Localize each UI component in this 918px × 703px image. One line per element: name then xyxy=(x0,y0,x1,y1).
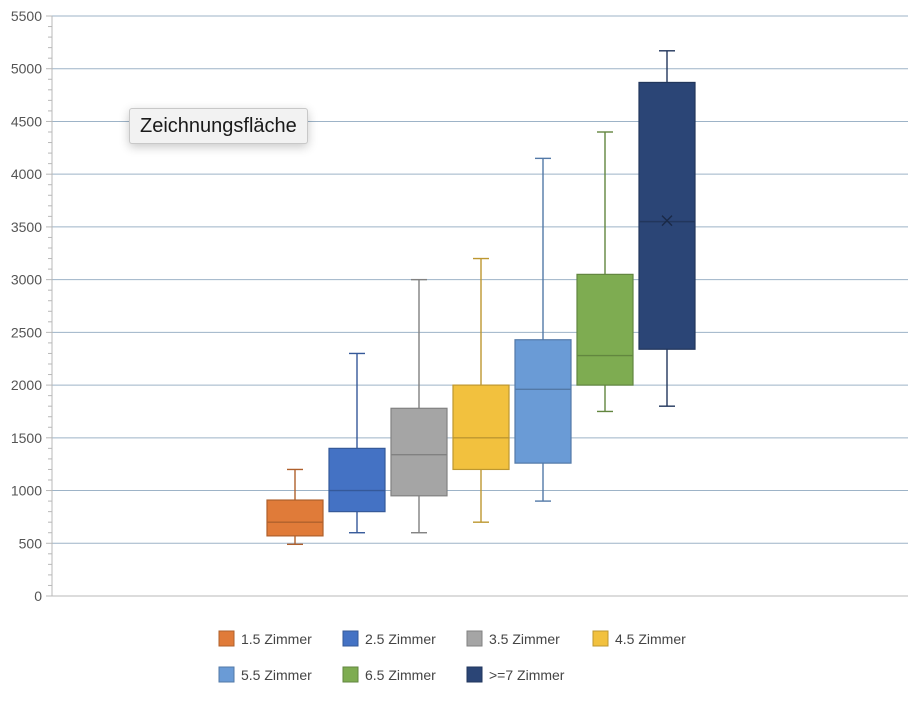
y-tick-label: 5500 xyxy=(11,8,42,24)
legend-swatch xyxy=(592,630,609,647)
box-iqr xyxy=(390,407,448,497)
y-axis: 0 500 1000 1500 2000 2500 3000 3500 4000 4500 5000… xyxy=(11,8,53,604)
y-tick-label: 0 xyxy=(34,588,42,604)
legend-label: >=7 Zimmer xyxy=(489,667,565,683)
legend-label: 1.5 Zimmer xyxy=(241,631,312,647)
box-iqr xyxy=(266,499,324,537)
y-tick-label: 2500 xyxy=(11,324,42,340)
box-3 xyxy=(390,278,448,534)
legend-label: 2.5 Zimmer xyxy=(365,631,436,647)
y-tick-label: 3500 xyxy=(11,219,42,235)
box-iqr xyxy=(576,273,634,386)
y-tick-label: 1500 xyxy=(11,430,42,446)
legend-swatch xyxy=(342,666,359,683)
legend: 1.5 Zimmer 2.5 Zimmer 3.5 Zimmer 4.5 Zimmer… xyxy=(218,630,686,683)
legend-item-2: 2.5 Zimmer xyxy=(342,630,436,647)
y-tick-label: 4500 xyxy=(11,113,42,129)
box-2 xyxy=(328,352,386,534)
legend-item-5: 5.5 Zimmer xyxy=(218,666,312,683)
box-7 xyxy=(638,50,696,407)
y-tick-label: 3000 xyxy=(11,272,42,288)
legend-swatch xyxy=(466,630,483,647)
box-5 xyxy=(514,157,572,502)
y-tick-label: 1000 xyxy=(11,483,42,499)
legend-swatch xyxy=(218,666,235,683)
gridlines xyxy=(52,15,908,597)
box-1 xyxy=(266,468,324,546)
legend-item-7: >=7 Zimmer xyxy=(466,666,565,683)
box-iqr xyxy=(638,81,696,350)
y-tick-label: 2000 xyxy=(11,377,42,393)
legend-swatch xyxy=(218,630,235,647)
y-tick-label: 500 xyxy=(19,535,43,551)
mean-marker xyxy=(661,215,673,227)
legend-item-1: 1.5 Zimmer xyxy=(218,630,312,647)
legend-item-6: 6.5 Zimmer xyxy=(342,666,436,683)
legend-swatch xyxy=(342,630,359,647)
legend-item-3: 3.5 Zimmer xyxy=(466,630,560,647)
legend-swatch xyxy=(466,666,483,683)
box-iqr xyxy=(514,339,572,464)
y-tick-label: 4000 xyxy=(11,166,42,182)
tooltip-plot-area: Zeichnungsfläche xyxy=(129,108,308,144)
box-iqr xyxy=(452,384,510,471)
legend-label: 3.5 Zimmer xyxy=(489,631,560,647)
legend-item-4: 4.5 Zimmer xyxy=(592,630,686,647)
y-tick-label: 5000 xyxy=(11,61,42,77)
plot-area[interactable] xyxy=(266,50,696,546)
box-6 xyxy=(576,131,634,413)
box-4 xyxy=(452,257,510,523)
box-iqr xyxy=(328,447,386,513)
legend-label: 6.5 Zimmer xyxy=(365,667,436,683)
legend-label: 5.5 Zimmer xyxy=(241,667,312,683)
legend-label: 4.5 Zimmer xyxy=(615,631,686,647)
